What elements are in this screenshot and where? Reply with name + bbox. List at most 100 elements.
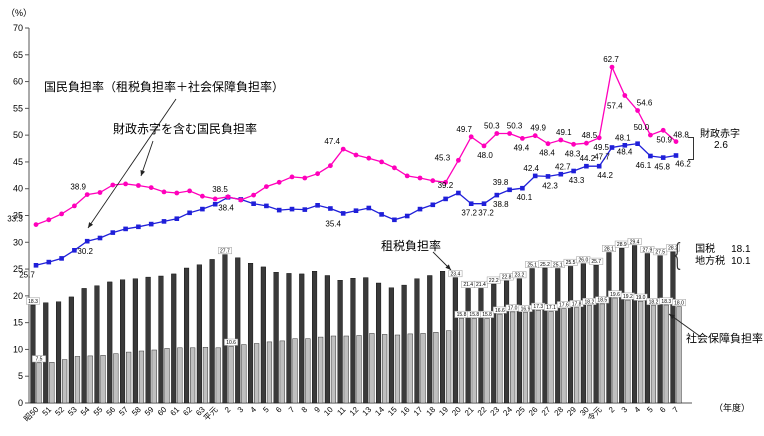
svg-text:39.2: 39.2 xyxy=(438,181,454,190)
bar-value-labels: 18.3 7.5 27.7 10.6 23.4 15.8 21.4 15.8 21.4 15.8 2… xyxy=(26,238,686,363)
svg-text:11: 11 xyxy=(335,405,348,418)
svg-text:10: 10 xyxy=(322,405,335,418)
svg-text:14: 14 xyxy=(373,405,386,418)
fiscal-deficit-value: 2.6 xyxy=(714,140,728,151)
svg-text:4: 4 xyxy=(249,405,259,415)
svg-text:7: 7 xyxy=(287,405,297,415)
svg-text:49.5: 49.5 xyxy=(593,143,609,152)
svg-text:25: 25 xyxy=(13,264,23,274)
local-tax-value: 10.1 xyxy=(731,256,751,267)
fiscal-deficit-label: 財政赤字 xyxy=(700,129,740,140)
svg-text:28: 28 xyxy=(553,405,566,418)
svg-text:15.8: 15.8 xyxy=(482,312,492,318)
svg-text:29.4: 29.4 xyxy=(630,239,640,245)
svg-text:38.8: 38.8 xyxy=(493,200,509,209)
svg-text:26.0: 26.0 xyxy=(579,258,589,264)
annotation-social-security-burden: 社会保障負担率 xyxy=(686,333,763,345)
svg-text:40: 40 xyxy=(13,184,23,194)
svg-text:35.4: 35.4 xyxy=(325,219,341,228)
svg-text:9: 9 xyxy=(313,405,323,415)
svg-text:18.3: 18.3 xyxy=(28,299,38,305)
svg-text:37.2: 37.2 xyxy=(478,209,494,218)
national-tax-label: 国税 xyxy=(695,244,716,255)
svg-text:57: 57 xyxy=(117,405,130,418)
svg-text:15: 15 xyxy=(386,405,399,418)
local-tax-label: 地方税 xyxy=(695,256,726,267)
svg-text:12: 12 xyxy=(348,405,361,418)
svg-text:48.8: 48.8 xyxy=(673,131,689,140)
svg-text:16: 16 xyxy=(399,405,412,418)
svg-text:39.8: 39.8 xyxy=(493,178,509,187)
svg-text:19.0: 19.0 xyxy=(636,295,646,301)
svg-text:23.2: 23.2 xyxy=(515,273,525,279)
svg-text:60: 60 xyxy=(156,405,169,418)
svg-text:51: 51 xyxy=(41,405,54,418)
svg-text:17.6: 17.6 xyxy=(559,303,569,309)
svg-text:24: 24 xyxy=(501,405,514,418)
svg-text:62.7: 62.7 xyxy=(603,55,619,64)
svg-text:18.2: 18.2 xyxy=(649,299,659,305)
svg-text:45: 45 xyxy=(13,157,23,167)
annotation-arrows xyxy=(87,98,702,338)
svg-text:50.0: 50.0 xyxy=(634,123,650,132)
svg-text:5: 5 xyxy=(18,371,23,381)
svg-text:25.7: 25.7 xyxy=(19,270,35,279)
svg-text:70: 70 xyxy=(13,23,23,33)
svg-text:61: 61 xyxy=(169,405,182,418)
svg-text:17.8: 17.8 xyxy=(572,301,582,307)
svg-text:20: 20 xyxy=(450,405,463,418)
svg-text:19: 19 xyxy=(437,405,450,418)
national-tax-value: 18.1 xyxy=(731,244,751,255)
svg-text:25: 25 xyxy=(514,405,527,418)
svg-text:28.2: 28.2 xyxy=(668,246,678,252)
svg-text:28.9: 28.9 xyxy=(617,242,627,248)
fiscal-deficit-callout: 財政赤字 2.6 xyxy=(700,125,762,151)
svg-text:18.0: 18.0 xyxy=(674,300,684,306)
tax-breakdown-callout: { 国税 18.1 地方税 10.1 xyxy=(668,241,751,271)
svg-text:21: 21 xyxy=(463,405,476,418)
svg-text:33.3: 33.3 xyxy=(7,215,23,224)
svg-text:54.6: 54.6 xyxy=(637,99,653,108)
svg-text:25.7: 25.7 xyxy=(591,259,601,265)
svg-text:48.3: 48.3 xyxy=(565,149,581,158)
svg-text:18.2: 18.2 xyxy=(585,299,595,305)
svg-text:0: 0 xyxy=(18,398,23,408)
svg-text:昭50: 昭50 xyxy=(22,405,41,424)
svg-text:3: 3 xyxy=(620,405,630,415)
svg-text:22.2: 22.2 xyxy=(489,278,499,284)
svg-text:26: 26 xyxy=(527,405,540,418)
svg-text:50.3: 50.3 xyxy=(507,122,523,131)
svg-text:48.1: 48.1 xyxy=(615,133,631,142)
svg-text:52: 52 xyxy=(53,405,66,418)
svg-text:27.7: 27.7 xyxy=(220,248,230,254)
svg-text:48.5: 48.5 xyxy=(582,131,598,140)
svg-text:38.5: 38.5 xyxy=(212,185,228,194)
svg-text:2: 2 xyxy=(223,405,233,415)
svg-text:50: 50 xyxy=(13,130,23,140)
svg-text:53: 53 xyxy=(66,405,79,418)
svg-text:49.7: 49.7 xyxy=(456,125,472,134)
svg-text:27: 27 xyxy=(540,405,553,418)
svg-text:49.4: 49.4 xyxy=(514,143,530,152)
svg-text:16.6: 16.6 xyxy=(495,308,505,314)
svg-text:15.8: 15.8 xyxy=(457,312,467,318)
svg-text:50.9: 50.9 xyxy=(656,135,672,144)
svg-text:8: 8 xyxy=(300,405,310,415)
svg-text:25.1: 25.1 xyxy=(527,262,537,268)
svg-text:22: 22 xyxy=(476,405,489,418)
svg-text:42.7: 42.7 xyxy=(555,162,571,171)
svg-text:25.1: 25.1 xyxy=(553,262,563,268)
svg-text:47.7: 47.7 xyxy=(594,153,610,162)
svg-text:2: 2 xyxy=(607,405,617,415)
svg-text:25.5: 25.5 xyxy=(566,260,576,266)
brace-icon: { xyxy=(669,238,686,273)
svg-text:6: 6 xyxy=(274,405,284,415)
svg-text:25.2: 25.2 xyxy=(540,262,550,268)
svg-text:23: 23 xyxy=(489,405,502,418)
svg-text:49.9: 49.9 xyxy=(530,124,546,133)
svg-text:17.0: 17.0 xyxy=(508,306,518,312)
svg-text:6: 6 xyxy=(658,405,668,415)
